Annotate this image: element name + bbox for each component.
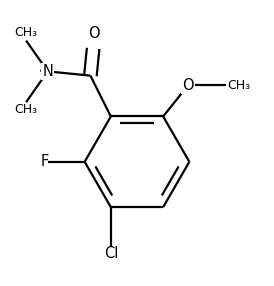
Text: CH₃: CH₃ xyxy=(227,79,250,92)
Text: Cl: Cl xyxy=(104,246,118,261)
Text: F: F xyxy=(40,154,48,169)
Text: N: N xyxy=(42,64,53,79)
Text: O: O xyxy=(182,78,194,92)
Text: O: O xyxy=(88,26,99,41)
Text: CH₃: CH₃ xyxy=(15,104,38,116)
Text: CH₃: CH₃ xyxy=(15,26,38,39)
